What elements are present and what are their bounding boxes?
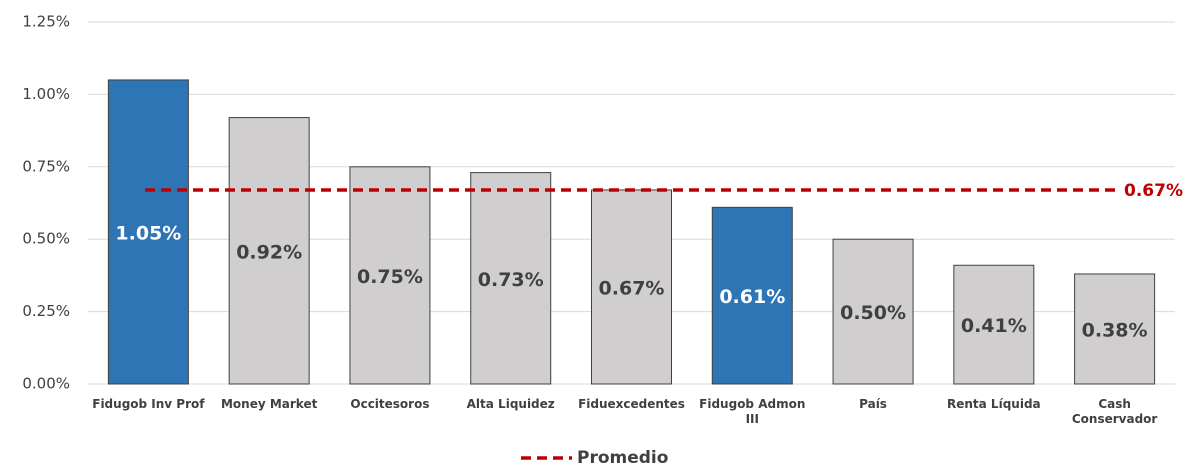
y-tick-label: 1.25% — [22, 13, 70, 31]
data-label: 0.38% — [1082, 319, 1148, 341]
bar — [349, 166, 431, 385]
bar — [953, 264, 1035, 385]
y-tick-label: 0.00% — [22, 375, 70, 393]
bar — [832, 238, 914, 385]
data-label: 0.67% — [599, 277, 665, 299]
data-label: 0.73% — [478, 269, 544, 291]
bar — [107, 79, 189, 385]
x-tick-label: Money Market — [220, 397, 318, 411]
x-tick-label: Fidugob Admon III — [699, 397, 806, 426]
data-label: 0.41% — [961, 315, 1027, 337]
y-tick-label: 0.75% — [22, 157, 70, 175]
y-tick-label: 1.00% — [22, 85, 70, 103]
x-tick-label: Fiduexcedentes — [578, 397, 685, 411]
bar — [591, 189, 672, 385]
x-tick-label: Occitesoros — [350, 397, 430, 411]
bar — [470, 172, 552, 385]
bar — [711, 206, 793, 385]
data-label: 0.92% — [236, 241, 302, 263]
legend-label: Promedio — [577, 448, 668, 466]
x-tick-label: Fidugob Inv Prof — [92, 397, 205, 411]
data-label: 1.05% — [115, 222, 181, 244]
bar — [228, 117, 310, 385]
x-tick-label: Alta Liquidez — [466, 397, 555, 411]
x-tick-label: Renta Líquida — [947, 397, 1041, 411]
y-tick-label: 0.25% — [22, 302, 70, 320]
y-tick-label: 0.50% — [22, 230, 70, 248]
average-label: 0.67% — [1124, 181, 1183, 201]
data-label: 0.75% — [357, 266, 423, 288]
data-label: 0.50% — [840, 302, 906, 324]
x-tick-label: País — [859, 397, 887, 411]
x-tick-label: Cash Conservador — [1071, 397, 1158, 426]
data-label: 0.61% — [719, 286, 785, 308]
bar — [1074, 273, 1156, 385]
